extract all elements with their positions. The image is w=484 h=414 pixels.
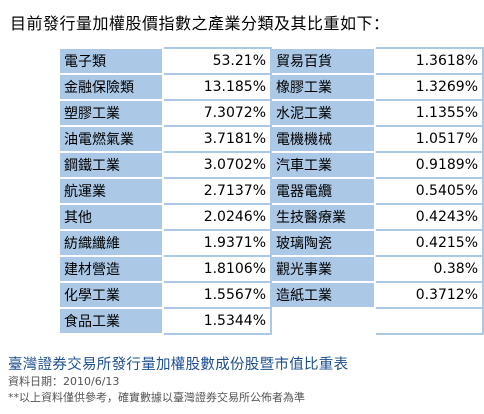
table-row: 建材營造 1.8106% 觀光事業 0.38% [58, 255, 484, 283]
weight-value-cell: 0.5405% [374, 177, 484, 205]
industry-name-cell: 其他 [58, 203, 164, 231]
industry-name-cell: 建材營造 [58, 255, 164, 283]
weight-value-cell: 1.1355% [374, 99, 484, 127]
industry-name-cell: 電機機械 [270, 125, 376, 153]
industry-name-cell: 電器電纜 [270, 177, 376, 205]
table-row: 航運業 2.7137% 電器電纜 0.5405% [58, 177, 484, 205]
weight-value-cell: 1.3618% [374, 47, 484, 75]
page-heading: 目前發行量加權股價指數之產業分類及其比重如下： [10, 14, 390, 33]
table-row: 紡織纖維 1.9371% 玻璃陶瓷 0.4215% [58, 229, 484, 257]
weight-value-cell: 1.9371% [162, 229, 272, 257]
industry-name-cell: 鋼鐵工業 [58, 151, 164, 179]
weight-value-cell: 0.4243% [374, 203, 484, 231]
weight-value-cell: 1.8106% [162, 255, 272, 283]
industry-name-cell: 食品工業 [58, 307, 164, 335]
industry-name-cell: 航運業 [58, 177, 164, 205]
table-row: 其他 2.0246% 生技醫療業 0.4243% [58, 203, 484, 231]
industry-name-cell: 造紙工業 [270, 281, 376, 309]
weight-value-cell: 3.0702% [162, 151, 272, 179]
data-date: 資料日期：2010/6/13 [8, 375, 120, 388]
table-row: 金融保險類 13.185% 橡膠工業 1.3269% [58, 73, 484, 101]
weight-value-cell: 3.7181% [162, 125, 272, 153]
table-row: 化學工業 1.5567% 造紙工業 0.3712% [58, 281, 484, 309]
industry-name-cell: 化學工業 [58, 281, 164, 309]
weight-value-cell: 7.3072% [162, 99, 272, 127]
industry-name-cell: 油電燃氣業 [58, 125, 164, 153]
industry-name-cell: 汽車工業 [270, 151, 376, 179]
table-row: 鋼鐵工業 3.0702% 汽車工業 0.9189% [58, 151, 484, 179]
weight-value-cell: 0.38% [374, 255, 484, 283]
weight-value-cell [374, 307, 484, 335]
weight-value-cell: 0.4215% [374, 229, 484, 257]
industry-name-cell: 生技醫療業 [270, 203, 376, 231]
industry-name-cell: 貿易百貨 [270, 47, 376, 75]
industry-name-cell: 橡膠工業 [270, 73, 376, 101]
weight-value-cell: 2.7137% [162, 177, 272, 205]
weight-value-cell: 0.3712% [374, 281, 484, 309]
weight-value-cell: 53.21% [162, 47, 272, 75]
industry-name-cell: 玻璃陶瓷 [270, 229, 376, 257]
weight-value-cell: 1.3269% [374, 73, 484, 101]
industry-name-cell: 水泥工業 [270, 99, 376, 127]
industry-name-cell: 觀光事業 [270, 255, 376, 283]
industry-name-cell: 金融保險類 [58, 73, 164, 101]
weight-value-cell: 0.9189% [374, 151, 484, 179]
weight-value-cell: 1.0517% [374, 125, 484, 153]
industry-weight-table: 電子類 53.21% 貿易百貨 1.3618% 金融保險類 13.185% 橡膠工業 1.32… [58, 47, 484, 335]
table-row: 塑膠工業 7.3072% 水泥工業 1.1355% [58, 99, 484, 127]
table-row: 油電燃氣業 3.7181% 電機機械 1.0517% [58, 125, 484, 153]
disclaimer-note: **以上資料僅供參考，確實數據以臺灣證券交易所公佈者為準 [8, 391, 305, 404]
industry-name-cell: 紡織纖維 [58, 229, 164, 257]
weight-value-cell: 1.5567% [162, 281, 272, 309]
weight-value-cell: 1.5344% [162, 307, 272, 335]
table-caption: 臺灣證券交易所發行量加權股數成份股暨市值比重表 [8, 357, 349, 373]
weight-value-cell: 13.185% [162, 73, 272, 101]
industry-name-cell: 塑膠工業 [58, 99, 164, 127]
table-row: 電子類 53.21% 貿易百貨 1.3618% [58, 47, 484, 75]
industry-name-cell: 電子類 [58, 47, 164, 75]
weight-value-cell: 2.0246% [162, 203, 272, 231]
industry-name-cell [270, 307, 376, 335]
table-row: 食品工業 1.5344% [58, 307, 484, 335]
